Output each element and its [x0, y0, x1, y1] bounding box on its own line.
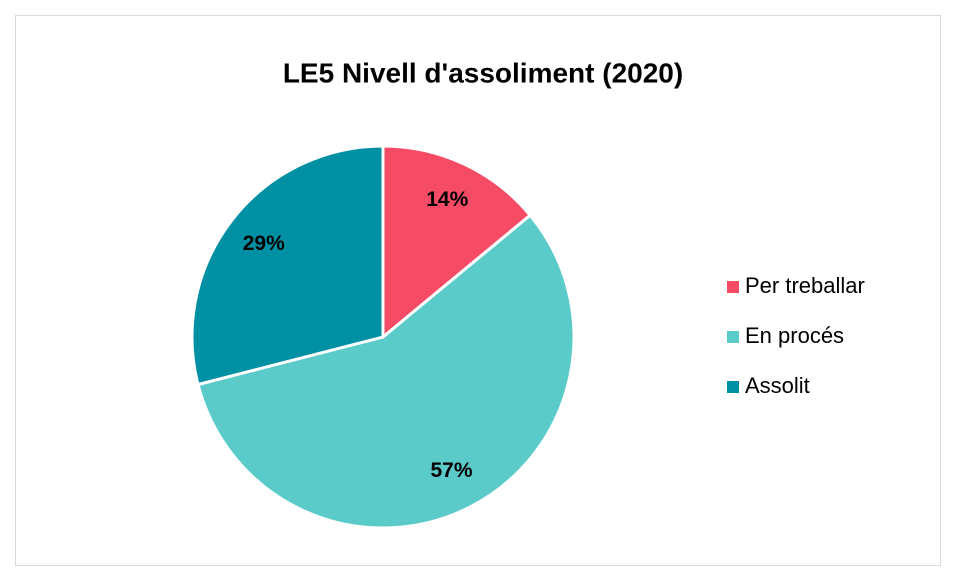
legend-label: Per treballar [745, 273, 865, 298]
legend-swatch [727, 381, 739, 393]
legend-label: Assolit [745, 373, 810, 398]
pie-slice [196, 213, 576, 530]
legend-swatch [727, 331, 739, 343]
legend-swatch [727, 281, 739, 293]
pie-slice [381, 144, 533, 341]
legend-label: En procés [745, 323, 844, 348]
data-label: 57% [430, 459, 472, 482]
chart-title: LE5 Nivell d'assoliment (2020) [283, 57, 683, 88]
data-label: 29% [243, 232, 285, 255]
data-label: 14% [426, 188, 468, 211]
pie-slice [190, 144, 385, 387]
